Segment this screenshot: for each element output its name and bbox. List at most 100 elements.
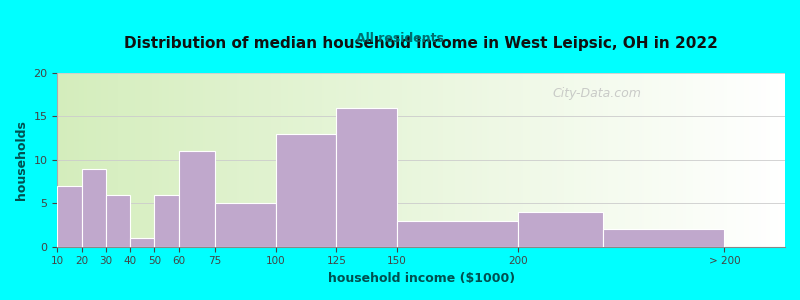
Bar bbox=[472, 73, 474, 247]
Bar bbox=[135, 73, 138, 247]
Bar bbox=[504, 73, 506, 247]
Bar bbox=[414, 73, 416, 247]
Bar bbox=[288, 73, 290, 247]
Bar bbox=[225, 73, 227, 247]
Bar bbox=[174, 73, 176, 247]
Bar bbox=[140, 73, 142, 247]
Bar bbox=[705, 73, 707, 247]
Bar bbox=[552, 73, 554, 247]
Bar bbox=[363, 73, 366, 247]
Bar bbox=[349, 73, 351, 247]
Bar bbox=[582, 73, 584, 247]
Bar bbox=[258, 73, 261, 247]
Bar bbox=[108, 73, 110, 247]
Bar bbox=[142, 73, 145, 247]
Bar bbox=[669, 73, 671, 247]
Bar bbox=[594, 73, 596, 247]
Bar bbox=[749, 73, 751, 247]
Bar bbox=[154, 195, 178, 247]
Bar bbox=[610, 73, 613, 247]
Bar bbox=[654, 73, 657, 247]
Bar bbox=[730, 73, 732, 247]
Bar bbox=[714, 73, 717, 247]
Bar bbox=[526, 73, 528, 247]
Bar bbox=[778, 73, 780, 247]
Bar bbox=[152, 73, 154, 247]
Bar bbox=[162, 73, 164, 247]
Bar bbox=[113, 73, 116, 247]
Bar bbox=[274, 73, 276, 247]
Bar bbox=[130, 73, 133, 247]
Bar bbox=[681, 73, 683, 247]
Bar bbox=[103, 73, 106, 247]
Bar bbox=[768, 73, 770, 247]
Bar bbox=[397, 73, 399, 247]
Bar bbox=[596, 73, 598, 247]
Bar bbox=[215, 73, 218, 247]
Bar bbox=[249, 73, 251, 247]
Bar bbox=[256, 73, 258, 247]
Bar bbox=[700, 73, 702, 247]
Bar bbox=[545, 73, 547, 247]
Bar bbox=[178, 151, 215, 247]
Bar bbox=[244, 73, 246, 247]
Bar bbox=[618, 73, 620, 247]
Bar bbox=[154, 73, 157, 247]
Bar bbox=[166, 73, 169, 247]
Bar bbox=[569, 73, 571, 247]
Bar bbox=[382, 73, 385, 247]
Bar bbox=[411, 73, 414, 247]
Bar bbox=[754, 73, 756, 247]
Bar bbox=[338, 73, 341, 247]
Bar bbox=[336, 73, 338, 247]
Bar bbox=[237, 73, 239, 247]
Bar bbox=[295, 73, 298, 247]
Bar bbox=[482, 73, 484, 247]
Bar bbox=[409, 73, 411, 247]
Bar bbox=[615, 73, 618, 247]
Bar bbox=[518, 212, 603, 247]
Bar bbox=[462, 73, 465, 247]
Bar bbox=[690, 73, 693, 247]
Bar bbox=[326, 73, 329, 247]
Bar bbox=[62, 73, 65, 247]
Bar bbox=[106, 195, 130, 247]
Bar bbox=[399, 73, 402, 247]
Bar bbox=[190, 73, 194, 247]
Bar bbox=[438, 73, 441, 247]
Bar bbox=[554, 73, 557, 247]
Bar bbox=[358, 73, 361, 247]
Bar bbox=[322, 73, 324, 247]
Bar bbox=[133, 73, 135, 247]
Bar bbox=[266, 73, 269, 247]
Bar bbox=[183, 73, 186, 247]
Bar bbox=[622, 73, 625, 247]
Bar bbox=[147, 73, 150, 247]
Bar bbox=[324, 73, 326, 247]
Bar bbox=[84, 73, 86, 247]
Bar bbox=[261, 73, 263, 247]
Bar bbox=[368, 73, 370, 247]
Bar bbox=[639, 73, 642, 247]
Bar bbox=[331, 73, 334, 247]
Bar bbox=[251, 73, 254, 247]
Bar bbox=[178, 73, 181, 247]
Bar bbox=[523, 73, 526, 247]
Bar bbox=[329, 73, 331, 247]
Bar bbox=[530, 73, 533, 247]
Bar bbox=[499, 73, 502, 247]
Bar bbox=[782, 73, 785, 247]
Bar bbox=[434, 73, 436, 247]
Bar bbox=[698, 73, 700, 247]
Bar bbox=[98, 73, 101, 247]
Title: Distribution of median household income in West Leipsic, OH in 2022: Distribution of median household income … bbox=[124, 36, 718, 51]
Bar bbox=[584, 73, 586, 247]
Bar bbox=[443, 73, 446, 247]
Bar bbox=[489, 73, 491, 247]
Bar bbox=[502, 73, 504, 247]
Bar bbox=[542, 73, 545, 247]
X-axis label: household income ($1000): household income ($1000) bbox=[328, 272, 514, 285]
Bar bbox=[58, 73, 60, 247]
Bar bbox=[210, 73, 213, 247]
Bar bbox=[491, 73, 494, 247]
